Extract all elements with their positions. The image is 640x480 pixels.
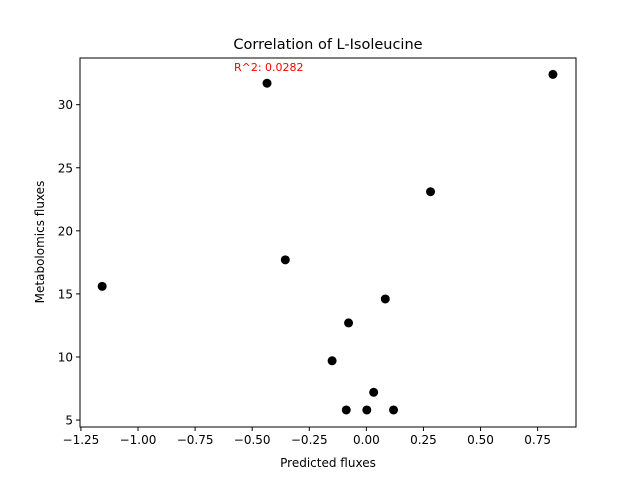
y-tick-label: 20 bbox=[58, 224, 73, 238]
scatter-point bbox=[426, 187, 436, 197]
x-tick-label: 0.00 bbox=[353, 433, 380, 447]
scatter-point bbox=[389, 405, 399, 415]
scatter-point bbox=[344, 318, 354, 328]
x-tick-label: −1.00 bbox=[120, 433, 157, 447]
chart-title: Correlation of L-Isoleucine bbox=[233, 37, 422, 53]
scatter-point bbox=[327, 356, 337, 366]
y-tick-label: 25 bbox=[58, 161, 73, 175]
scatter-point bbox=[341, 405, 351, 415]
x-tick-label: −0.75 bbox=[177, 433, 214, 447]
x-tick-label: 0.50 bbox=[467, 433, 494, 447]
y-tick-label: 10 bbox=[58, 350, 73, 364]
x-tick-label: −0.50 bbox=[234, 433, 271, 447]
x-tick-label: 0.25 bbox=[410, 433, 437, 447]
scatter-point bbox=[280, 255, 290, 265]
scatter-point bbox=[548, 69, 558, 79]
y-tick-label: 5 bbox=[65, 414, 73, 428]
x-tick-label: −1.25 bbox=[63, 433, 100, 447]
y-axis-ticks: 5 10 15 20 25 30 bbox=[58, 98, 80, 428]
scatter-point bbox=[262, 78, 272, 88]
x-axis-label: Predicted fluxes bbox=[280, 456, 376, 470]
x-tick-label: 0.75 bbox=[524, 433, 551, 447]
r-squared-annotation: R^2: 0.0282 bbox=[234, 61, 304, 74]
y-tick-label: 15 bbox=[58, 287, 73, 301]
x-tick-label: −0.25 bbox=[291, 433, 328, 447]
plot-frame bbox=[79, 57, 577, 428]
x-axis-ticks: −1.25 −1.00 −0.75 −0.50 −0.25 0.00 0.25 0.50 0.7… bbox=[63, 427, 551, 447]
scatter-point bbox=[362, 405, 372, 415]
scatter-point bbox=[380, 294, 390, 304]
y-axis-label: Metabolomics fluxes bbox=[33, 181, 47, 304]
plot-area bbox=[80, 58, 576, 427]
scatter-point bbox=[369, 387, 379, 397]
data-points bbox=[97, 69, 558, 415]
y-tick-label: 30 bbox=[58, 98, 73, 112]
scatter-point bbox=[97, 281, 107, 291]
